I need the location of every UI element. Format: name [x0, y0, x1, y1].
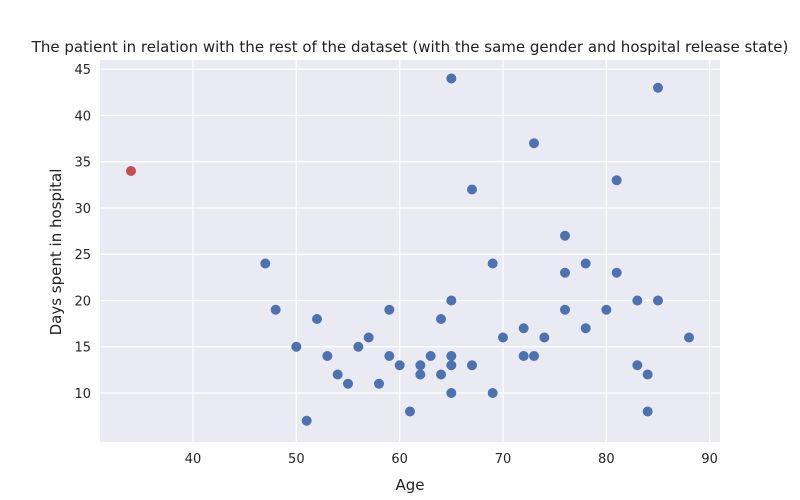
dataset-point [467, 184, 477, 195]
dataset-point [518, 323, 529, 334]
dataset-point [446, 387, 457, 398]
dataset-point [415, 369, 426, 380]
dataset-point [611, 267, 622, 278]
dataset-point [270, 304, 281, 315]
x-tick-label: 90 [701, 452, 718, 467]
dataset-point [446, 73, 457, 84]
x-tick-label: 70 [495, 452, 512, 467]
dataset-point [332, 369, 343, 380]
dataset-point [436, 313, 446, 324]
x-tick-labels: 40 50 60 70 80 90 [185, 452, 718, 467]
dataset-point [684, 332, 694, 343]
dataset-point [611, 175, 622, 186]
dataset-point [539, 332, 550, 343]
plot-area [100, 60, 720, 442]
y-tick-label: 15 [74, 341, 91, 356]
dataset-point [353, 341, 364, 352]
dataset-point [467, 360, 477, 371]
y-tick-label: 30 [74, 202, 91, 217]
dataset-point [446, 295, 457, 306]
dataset-point [384, 304, 395, 315]
y-tick-label: 35 [74, 156, 91, 171]
x-axis-label: Age [395, 476, 424, 494]
patient-point [126, 165, 136, 176]
dataset-point [487, 258, 498, 269]
dataset-point [529, 350, 539, 361]
y-tick-label: 25 [74, 248, 91, 263]
dataset-point [291, 341, 302, 352]
dataset-point [632, 360, 643, 371]
dataset-point [312, 313, 322, 324]
x-tick-label: 40 [185, 452, 202, 467]
grid-lines [100, 60, 720, 442]
dataset-point [436, 369, 446, 380]
dataset-point [322, 350, 333, 361]
y-tick-label: 20 [74, 294, 91, 309]
dataset-point [642, 369, 653, 380]
dataset-point [446, 360, 457, 371]
dataset-point [425, 350, 436, 361]
dataset-point [560, 304, 570, 315]
y-tick-label: 10 [74, 387, 91, 402]
dataset-point [343, 378, 353, 389]
dataset-point [301, 415, 312, 426]
dataset-point [642, 406, 653, 417]
y-tick-label: 45 [74, 63, 91, 78]
dataset-point [580, 323, 591, 334]
dataset-point [363, 332, 374, 343]
chart-title: The patient in relation with the rest of… [31, 38, 789, 56]
y-tick-labels: 10 15 20 25 30 35 40 45 [74, 63, 91, 402]
dataset-point [415, 360, 426, 371]
y-tick-label: 40 [74, 109, 91, 124]
x-tick-label: 80 [598, 452, 615, 467]
dataset-point [580, 258, 591, 269]
dataset-point [260, 258, 271, 269]
y-axis-label: Days spent in hospital [47, 169, 65, 336]
dataset-point [529, 138, 539, 149]
dataset-point [518, 350, 529, 361]
dataset-point [653, 82, 663, 93]
dataset-point [653, 295, 663, 306]
dataset-point [560, 230, 570, 241]
dataset-point [405, 406, 415, 417]
data-points [126, 73, 694, 426]
dataset-point [394, 360, 405, 371]
dataset-point [487, 387, 498, 398]
dataset-point [560, 267, 570, 278]
dataset-point [374, 378, 384, 389]
dataset-point [601, 304, 612, 315]
x-tick-label: 50 [288, 452, 305, 467]
x-tick-label: 60 [391, 452, 408, 467]
dataset-point [384, 350, 395, 361]
dataset-point [498, 332, 508, 343]
dataset-point [446, 350, 457, 361]
dataset-point [632, 295, 643, 306]
